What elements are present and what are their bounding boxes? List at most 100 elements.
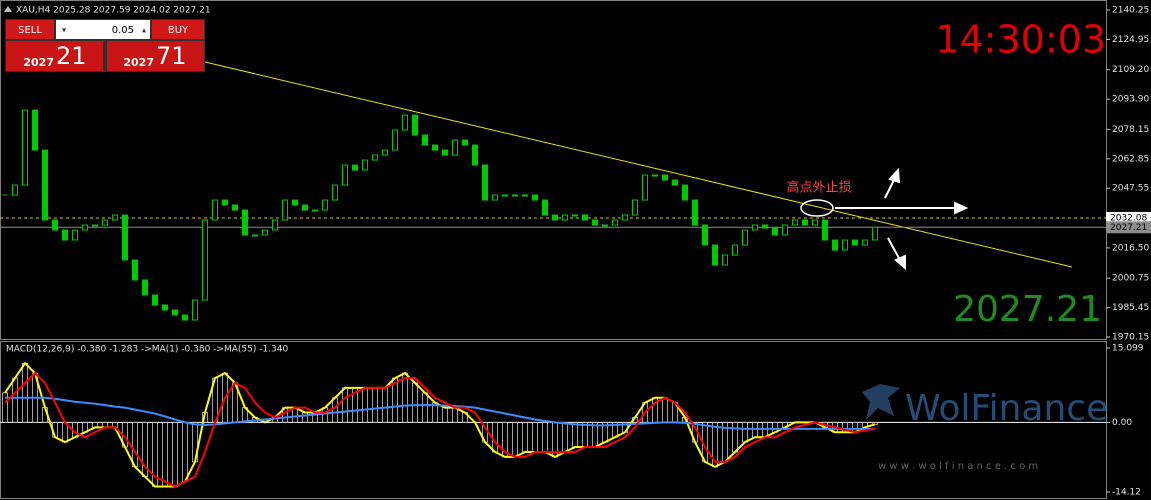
annotation-circle	[800, 199, 834, 217]
candle	[92, 224, 98, 227]
candle	[272, 219, 278, 231]
arrow-head	[894, 254, 906, 271]
candle	[462, 139, 468, 146]
candle	[772, 227, 778, 236]
candle	[852, 239, 858, 246]
candle	[732, 244, 738, 256]
candle	[372, 154, 378, 161]
candle	[802, 219, 808, 226]
arrows	[835, 167, 969, 271]
candle	[562, 214, 568, 221]
candle	[362, 159, 368, 171]
lots-down[interactable]: ▾	[62, 26, 66, 35]
candle	[832, 239, 838, 251]
price-tag	[1106, 221, 1151, 234]
arrow-head	[954, 201, 969, 215]
candle	[542, 199, 548, 216]
y-tick-label: 2109.20	[1112, 65, 1149, 75]
candle	[712, 244, 718, 266]
sell-button[interactable]	[6, 20, 54, 39]
clock: 14:30:03	[935, 18, 1106, 62]
candle	[392, 129, 398, 151]
candle	[162, 304, 168, 311]
candle	[592, 219, 598, 226]
candle	[472, 144, 478, 166]
arrow-head	[888, 167, 901, 184]
y-tick-label: 2016.50	[1112, 243, 1149, 253]
y-tick-label: 2093.90	[1112, 95, 1149, 105]
candle	[652, 174, 658, 177]
candle	[22, 109, 28, 186]
candle	[572, 214, 578, 217]
candle	[352, 164, 358, 171]
buy-pips: 71	[156, 42, 187, 70]
y-tick-label: 0.00	[1112, 418, 1132, 428]
candle	[442, 149, 448, 156]
candle	[622, 214, 628, 221]
watermark-url: w w w . w o l f i n a n c e . c o m	[878, 461, 1038, 472]
candle	[792, 219, 798, 226]
candle	[872, 226, 878, 241]
candle	[152, 294, 158, 306]
candle	[222, 199, 228, 206]
candle	[662, 174, 668, 181]
lots-up[interactable]: ▴	[142, 26, 146, 35]
bid-price: 2027.21	[953, 289, 1102, 330]
candle	[242, 209, 248, 236]
candle	[512, 194, 518, 197]
candle	[722, 254, 728, 266]
candle	[532, 194, 538, 201]
buy-label: BUY	[168, 25, 189, 36]
candle	[122, 214, 128, 261]
buy-button[interactable]	[152, 20, 204, 39]
buy-price-box[interactable]	[107, 41, 204, 71]
candle	[692, 199, 698, 226]
macd-header: MACD(12,26,9) -0.380 -1.283 ->MA(1) -0.3…	[6, 345, 288, 355]
candle	[42, 149, 48, 221]
candle	[282, 199, 288, 221]
y-tick-label: 2078.15	[1112, 125, 1149, 135]
candle	[432, 144, 438, 151]
candle	[702, 224, 708, 246]
header-icon	[4, 6, 12, 12]
candle	[232, 204, 238, 211]
candle	[502, 194, 508, 197]
candle	[292, 199, 298, 206]
buy-big: 2027	[123, 56, 154, 69]
candle	[742, 229, 748, 246]
signal-line	[4, 371, 876, 488]
y-tick-label: 2047.55	[1112, 184, 1149, 194]
candle	[82, 224, 88, 231]
sell-pips: 21	[56, 42, 87, 70]
candle	[612, 219, 618, 226]
y-tick-label: 2124.95	[1112, 35, 1149, 45]
candle	[72, 229, 78, 241]
candle	[842, 239, 848, 251]
candle	[522, 194, 528, 197]
sell-label: SELL	[18, 25, 42, 36]
candle	[182, 314, 188, 321]
lots-field[interactable]	[56, 20, 150, 39]
candle	[52, 219, 58, 231]
candle	[602, 224, 608, 227]
candle	[672, 179, 678, 186]
candle	[192, 299, 198, 321]
candle	[342, 164, 348, 186]
y-tick-label: 15.099	[1112, 344, 1144, 354]
sell-big: 2027	[23, 56, 54, 69]
candle	[582, 214, 588, 221]
ma-line	[5, 396, 875, 431]
trendline	[204, 61, 1073, 268]
candle	[452, 139, 458, 156]
candle	[112, 214, 118, 221]
candle	[412, 114, 418, 136]
candle	[402, 114, 408, 131]
annotation: 高点外止损	[786, 180, 851, 196]
candle	[382, 149, 388, 156]
candle	[202, 219, 208, 301]
price-tag-label: 2027.21	[1110, 223, 1147, 233]
candle	[762, 224, 768, 229]
sell-price-box[interactable]	[6, 41, 103, 71]
